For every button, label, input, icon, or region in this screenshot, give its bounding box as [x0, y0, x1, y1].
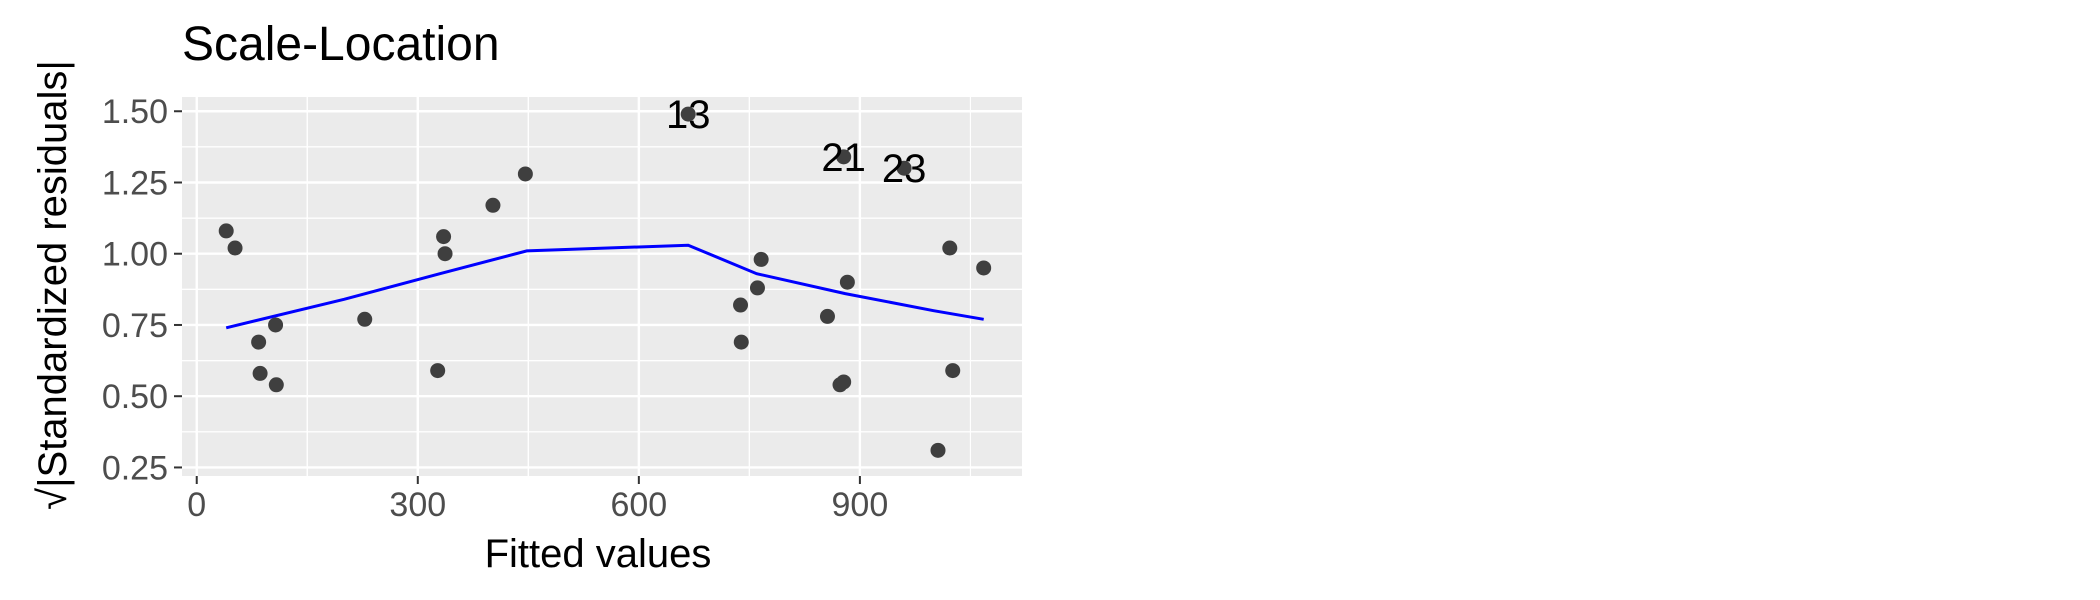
data-point — [517, 166, 533, 182]
data-points — [218, 106, 992, 458]
data-point — [942, 240, 958, 256]
data-point — [930, 442, 946, 458]
axes: 0 300 600 900 0.25 0.50 0.75 1.00 1.25 1.50 — [102, 93, 888, 524]
data-point — [252, 365, 268, 381]
data-point — [268, 317, 284, 333]
y-tick-label: 1.00 — [102, 236, 168, 274]
x-tick-label: 900 — [832, 486, 889, 524]
data-point — [268, 377, 284, 393]
smoother-line — [225, 243, 984, 330]
data-point — [218, 223, 234, 239]
x-axis-title: Fitted values — [485, 532, 712, 576]
point-label: 23 — [882, 147, 927, 191]
data-point — [945, 363, 961, 379]
point-label: 13 — [666, 93, 711, 137]
data-point — [251, 334, 267, 350]
data-point — [749, 280, 765, 296]
data-point — [680, 106, 696, 122]
y-tick-label: 0.50 — [102, 378, 168, 416]
data-point — [227, 240, 243, 256]
data-point — [733, 297, 749, 313]
data-point — [733, 334, 749, 350]
y-tick-label: 0.75 — [102, 307, 168, 345]
y-tick-label: 1.25 — [102, 164, 168, 202]
data-point — [430, 363, 446, 379]
data-point — [437, 246, 453, 262]
plot-panel — [182, 97, 1022, 476]
y-tick-label: 0.25 — [102, 449, 168, 487]
data-point — [819, 308, 835, 324]
y-tick-label: 1.50 — [102, 93, 168, 131]
data-point — [485, 197, 501, 213]
chart-title: Scale-Location — [182, 18, 500, 71]
data-point — [839, 274, 855, 290]
data-point — [896, 160, 912, 176]
x-tick-label: 0 — [187, 486, 206, 524]
point-label: 21 — [821, 136, 866, 180]
data-point — [836, 149, 852, 165]
y-axis-title: √|Standardized residuals| — [31, 60, 75, 510]
x-tick-label: 300 — [389, 486, 446, 524]
x-tick-label: 600 — [610, 486, 667, 524]
data-point — [976, 260, 992, 276]
point-labels: 13 21 23 — [666, 93, 926, 191]
grid-lines — [182, 97, 1022, 476]
data-point — [357, 311, 373, 327]
data-point — [753, 251, 769, 267]
data-point — [436, 229, 452, 245]
data-point — [836, 374, 852, 390]
